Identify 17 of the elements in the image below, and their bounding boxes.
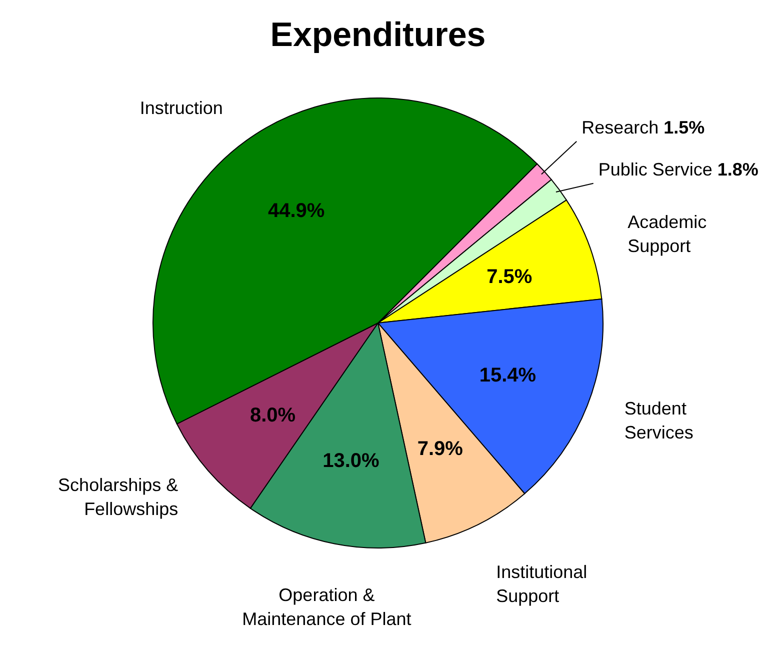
slice-label: Research [582,117,659,138]
data-label: 1.5% [664,117,705,138]
data-label: 8.0% [250,404,296,427]
data-label: 44.9% [268,200,325,222]
slice-label: Instruction [140,98,223,118]
data-label: 13.0% [322,450,380,472]
slice-label: Student Services [624,398,694,443]
slice-label: Institutional Support [496,562,588,606]
slice-label: Academic Support [628,212,707,256]
data-label: 15.4% [479,364,536,386]
slice-label: Operation & Maintenance of Plant [242,584,412,629]
data-label: 1.8% [717,159,758,180]
slice-label: Scholarships & Fellowships [58,474,178,519]
data-label: 7.9% [417,438,464,460]
data-label: 7.5% [486,266,532,288]
chart-title: Expenditures [270,16,486,54]
slice-label: Public Service [598,159,712,180]
